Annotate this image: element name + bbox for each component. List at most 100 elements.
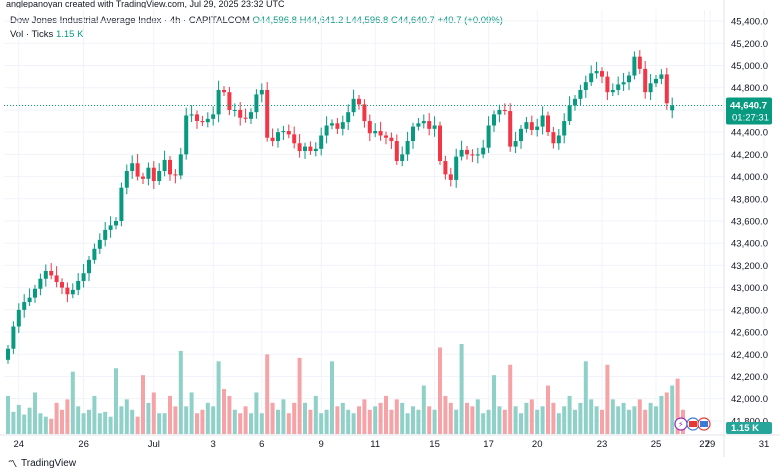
candle-body: [470, 154, 475, 156]
candle-body: [411, 126, 415, 142]
candle-body: [189, 114, 194, 116]
candle-body: [367, 121, 372, 134]
candle-body: [92, 248, 97, 260]
y-tick-label: 45,400.0: [731, 17, 768, 28]
candle-body: [184, 115, 189, 155]
volume-bar: [659, 395, 664, 434]
volume-bar: [168, 395, 172, 434]
candle-body: [378, 131, 383, 136]
volume-bar: [286, 413, 291, 434]
x-tick-label: 20: [532, 439, 543, 450]
candle-body: [313, 148, 318, 152]
candle-body: [643, 68, 648, 93]
candle-body: [254, 94, 259, 113]
candle-body: [173, 174, 178, 176]
candle-body: [135, 163, 140, 177]
candle-body: [394, 141, 399, 162]
event-icons[interactable]: ⚡: [674, 417, 711, 431]
volume-bar: [238, 413, 243, 434]
x-tick-label: 24: [14, 439, 25, 450]
y-tick-label: 43,200.0: [731, 261, 768, 272]
volume-bar: [443, 395, 448, 434]
volume-bar: [330, 361, 334, 434]
volume-bar: [481, 413, 486, 434]
volume-bar: [400, 402, 405, 434]
volume-bar: [519, 413, 523, 434]
brand-label[interactable]: TradingView: [21, 458, 77, 469]
x-tick-label: 23: [597, 439, 608, 450]
y-tick-label: 43,000.0: [731, 283, 768, 294]
candle-body: [508, 111, 513, 147]
candle-body: [70, 289, 75, 295]
candle-body: [535, 126, 540, 130]
y-tick-label: 43,600.0: [731, 217, 768, 228]
volume-bar: [351, 413, 356, 434]
candle-body: [222, 89, 226, 93]
candle-body: [362, 104, 367, 122]
candle-body: [54, 275, 59, 283]
volume-bar: [594, 406, 599, 434]
volume-bar: [130, 409, 135, 434]
candle-body: [389, 137, 394, 142]
footer: 〽 TradingView: [8, 457, 76, 470]
volume-bar: [670, 385, 675, 434]
volume-bar: [556, 413, 561, 434]
volume-label[interactable]: Vol · Ticks: [10, 29, 54, 40]
volume-bar: [610, 399, 615, 434]
candle-body: [346, 112, 351, 123]
candle-body: [178, 154, 183, 176]
open-value: O44,596.8: [252, 15, 297, 26]
volume-bar: [216, 361, 221, 434]
candle-body: [87, 259, 91, 274]
y-tick-label: 43,400.0: [731, 239, 768, 250]
candle-body: [492, 114, 496, 126]
volume-bar: [60, 409, 64, 434]
volume-tag: [726, 422, 772, 434]
x-tick-label: 17: [483, 439, 494, 450]
candle-body: [200, 121, 205, 123]
volume-bar: [421, 385, 426, 434]
candle-body: [529, 122, 534, 130]
volume-bar: [632, 406, 637, 434]
volume-bar: [438, 347, 442, 434]
volume-bar: [432, 409, 437, 434]
candle-body: [583, 82, 588, 90]
volume-bar: [486, 409, 491, 434]
candle-body: [324, 125, 329, 136]
candle-body: [249, 112, 253, 119]
candle-body: [340, 122, 345, 129]
candle-body: [605, 76, 610, 93]
candle-body: [648, 83, 653, 93]
volume-bar: [43, 416, 48, 434]
volume-bar: [335, 406, 340, 434]
y-tick-label: 43,800.0: [731, 194, 768, 205]
volume-bar: [146, 402, 151, 434]
volume-bar: [654, 406, 658, 434]
volume-bar: [76, 406, 81, 434]
volume-bar: [567, 395, 572, 434]
volume-bar: [497, 406, 502, 434]
candle-body: [60, 282, 64, 288]
volume-bar: [281, 399, 286, 434]
volume-bar: [92, 395, 97, 434]
candle-body: [232, 109, 237, 111]
volume-bar: [308, 409, 313, 434]
volume-bar: [162, 413, 167, 434]
symbol-title[interactable]: Dow Jones Industrial Average Index · 4h …: [10, 15, 250, 26]
volume-bar: [33, 392, 37, 434]
candle-body: [265, 89, 270, 138]
volume-bar: [637, 399, 642, 434]
volume-bar: [573, 409, 577, 434]
candle-body: [448, 174, 453, 180]
volume-bar: [114, 368, 118, 434]
volume-bar: [454, 409, 459, 434]
candle-body: [65, 287, 70, 295]
volume-bar: [643, 409, 648, 434]
volume-bar: [151, 392, 156, 434]
candle-body: [405, 141, 410, 155]
x-tick-label: Jul: [148, 439, 160, 450]
volume-bar: [292, 402, 297, 434]
volume-bar: [313, 395, 318, 434]
